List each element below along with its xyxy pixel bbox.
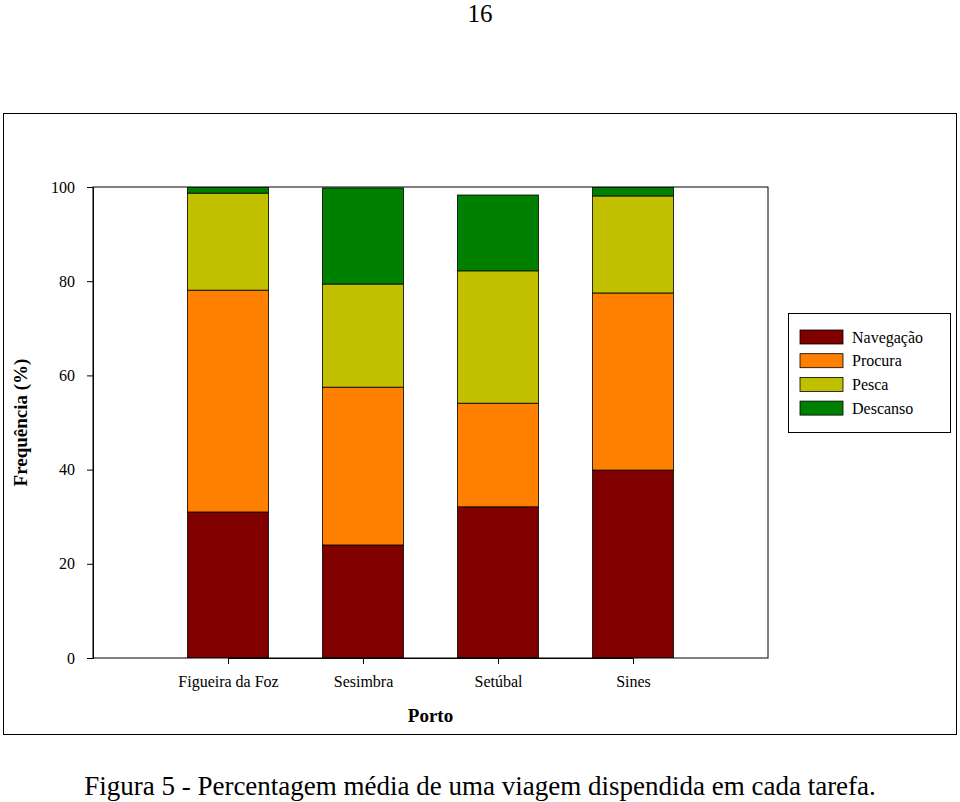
x-tick-mark <box>633 658 634 664</box>
x-tick-label: Figueira da Foz <box>178 673 278 691</box>
x-axis: Figueira da Foz Sesimbra Setúbal Sines <box>178 658 651 691</box>
y-axis: 0 20 40 60 80 100 <box>51 179 94 667</box>
y-tick-label: 20 <box>59 555 75 572</box>
x-axis-title: Porto <box>408 705 453 726</box>
legend-label: Procura <box>852 352 902 369</box>
legend-swatch <box>800 330 843 344</box>
y-tick-mark <box>87 187 93 188</box>
legend-label: Pesca <box>852 376 888 393</box>
legend-box <box>789 314 951 433</box>
x-tick: Sines <box>616 658 651 690</box>
y-axis-title: Frequência (%) <box>10 359 32 487</box>
legend-label: Descanso <box>852 400 913 417</box>
bar-segment <box>188 512 269 658</box>
bar-segment <box>458 195 539 271</box>
x-tick-label: Setúbal <box>475 673 524 690</box>
y-tick: 80 <box>59 273 93 290</box>
bar-segment <box>323 545 404 658</box>
bar-segment <box>458 271 539 403</box>
y-tick-label: 40 <box>59 461 75 478</box>
bar-segment <box>188 290 269 512</box>
bar-segment <box>188 193 269 290</box>
page-number: 16 <box>468 0 493 27</box>
legend-swatch <box>800 377 843 391</box>
bar-segment <box>458 507 539 658</box>
bar-segment <box>593 470 674 658</box>
y-tick-label: 0 <box>67 650 75 667</box>
x-tick-mark <box>228 658 229 664</box>
y-tick-label: 100 <box>51 179 75 196</box>
figure-frame <box>4 114 957 735</box>
bar-segment <box>458 403 539 507</box>
legend: Navegação Procura Pesca Descanso <box>789 314 951 433</box>
y-tick-mark <box>87 375 93 376</box>
bar-segment <box>323 284 404 387</box>
y-tick: 0 <box>67 650 93 667</box>
x-tick-label: Sines <box>616 673 651 690</box>
x-tick-mark <box>498 658 499 664</box>
y-axis-line <box>87 188 94 659</box>
bar-segment <box>188 187 269 193</box>
y-tick: 60 <box>59 367 93 384</box>
bar-segment <box>323 387 404 545</box>
x-axis-line <box>229 659 634 665</box>
legend-swatch <box>800 401 843 415</box>
x-tick: Figueira da Foz <box>178 658 278 691</box>
bar-segment <box>593 196 674 293</box>
y-tick: 40 <box>59 461 93 478</box>
y-tick-label: 60 <box>59 367 75 384</box>
legend-swatch <box>800 354 843 368</box>
bar-segment <box>323 188 404 284</box>
plot-frame <box>93 187 768 658</box>
legend-label: Navegação <box>852 329 923 347</box>
y-tick: 100 <box>51 179 93 196</box>
x-tick-mark <box>363 658 364 664</box>
x-tick: Sesimbra <box>334 658 394 690</box>
chart: 16 0 20 40 60 80 100 Figueira da Foz Sesimbra Set… <box>0 0 960 802</box>
bars <box>188 187 674 658</box>
caption: Figura 5 - Percentagem média de uma viag… <box>84 771 876 801</box>
y-tick-mark <box>87 281 93 282</box>
y-tick-label: 80 <box>59 273 75 290</box>
y-tick: 20 <box>59 555 93 572</box>
x-tick: Setúbal <box>475 658 524 690</box>
y-tick-mark <box>87 470 93 471</box>
y-tick-mark <box>87 564 93 565</box>
x-tick-label: Sesimbra <box>334 673 394 690</box>
bar-segment <box>593 293 674 470</box>
bar-segment <box>593 187 674 196</box>
y-tick-mark <box>87 658 93 659</box>
